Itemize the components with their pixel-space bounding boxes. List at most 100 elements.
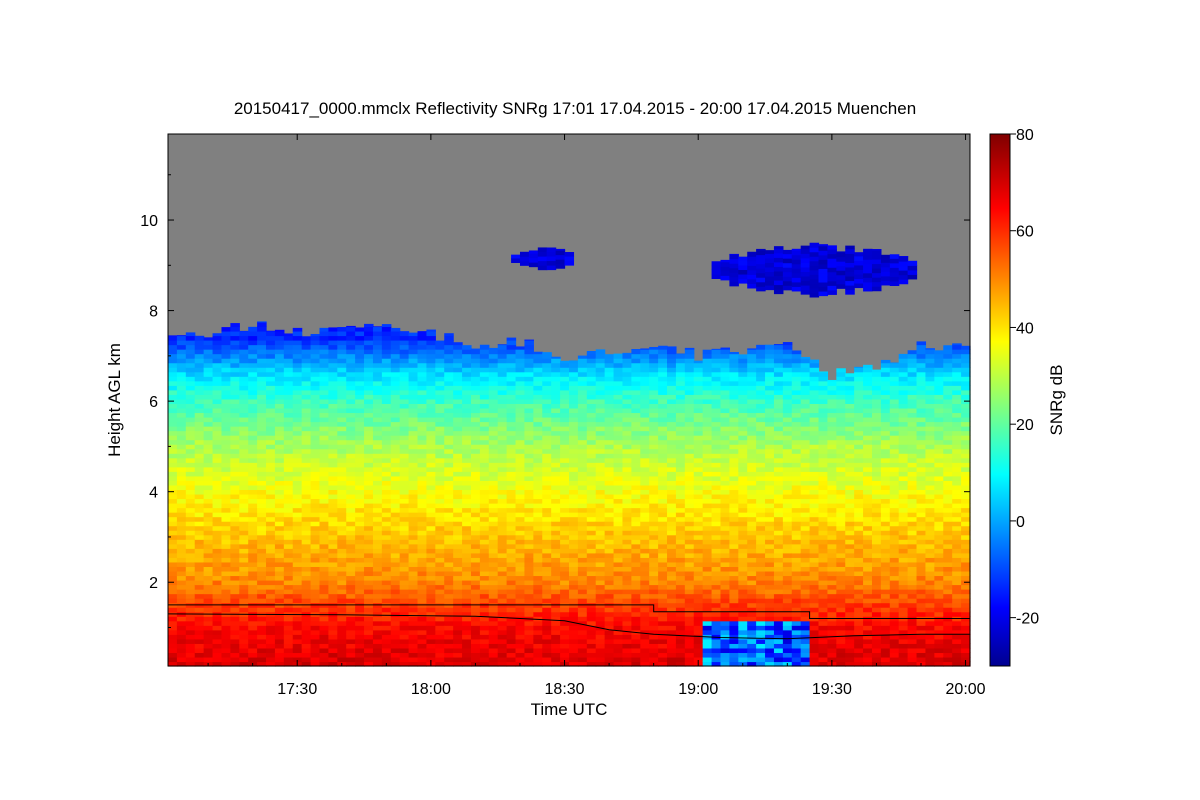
heatmap-cell	[444, 611, 454, 617]
heatmap-cell	[756, 516, 766, 522]
heatmap-cell	[586, 647, 597, 654]
heatmap-cell	[328, 616, 338, 622]
heatmap-cell	[569, 407, 579, 414]
heatmap-cell	[631, 570, 641, 577]
heatmap-cell	[569, 403, 579, 409]
heatmap-cell	[569, 489, 579, 495]
heatmap-cell	[711, 421, 722, 427]
heatmap-cell	[756, 412, 766, 418]
heatmap-cell	[364, 629, 374, 635]
heatmap-cell	[301, 534, 312, 540]
heatmap-cell	[595, 584, 606, 590]
heatmap-cell	[435, 629, 445, 635]
heatmap-cell	[310, 480, 321, 486]
heatmap-cell	[203, 521, 214, 527]
heatmap-cell	[658, 471, 668, 477]
heatmap-cell	[337, 516, 347, 522]
heatmap-cell	[479, 493, 490, 500]
heatmap-cell	[702, 625, 713, 631]
heatmap-cell	[470, 629, 481, 635]
heatmap-cell	[551, 512, 561, 518]
heatmap-cell	[310, 439, 321, 445]
heatmap-cell	[773, 439, 784, 445]
heatmap-cell	[640, 598, 650, 604]
heatmap-cell	[462, 448, 472, 454]
heatmap-cell	[364, 503, 374, 509]
heatmap-cell	[470, 349, 481, 355]
heatmap-cell	[221, 507, 231, 513]
heatmap-cell	[364, 638, 374, 644]
heatmap-cell	[266, 462, 276, 468]
heatmap-cell	[747, 457, 757, 463]
heatmap-cell	[462, 620, 472, 626]
heatmap-cell	[381, 407, 392, 414]
heatmap-cell	[720, 385, 730, 391]
heatmap-cell	[515, 498, 526, 504]
heatmap-cell	[613, 448, 624, 454]
heatmap-cell	[364, 489, 374, 495]
heatmap-cell	[604, 389, 615, 395]
heatmap-cell	[711, 602, 722, 608]
heatmap-cell	[372, 498, 383, 504]
heatmap-cell	[346, 561, 356, 567]
heatmap-cell	[212, 444, 223, 450]
heatmap-cell	[453, 385, 463, 391]
heatmap-cell	[658, 421, 668, 427]
heatmap-cell	[506, 620, 517, 626]
heatmap-cell	[729, 471, 739, 477]
heatmap-cell	[470, 403, 481, 409]
heatmap-cell	[328, 367, 338, 373]
heatmap-cell	[408, 421, 419, 427]
heatmap-cell	[604, 480, 615, 486]
heatmap-cell	[185, 475, 196, 481]
heatmap-cell	[328, 349, 338, 355]
heatmap-cell	[577, 584, 588, 590]
heatmap-cell	[773, 598, 784, 604]
heatmap-cell	[738, 647, 748, 654]
heatmap-cell	[569, 625, 579, 631]
heatmap-cell	[194, 421, 205, 427]
heatmap-cell	[435, 525, 445, 531]
heatmap-cell	[390, 430, 401, 436]
heatmap-cell	[595, 353, 606, 359]
heatmap-cell	[684, 516, 695, 522]
heatmap-cell	[542, 575, 552, 581]
heatmap-cell	[239, 444, 249, 450]
heatmap-cell	[239, 389, 249, 395]
heatmap-cell	[444, 358, 454, 364]
heatmap-cell	[248, 598, 258, 604]
heatmap-cell	[586, 552, 597, 558]
heatmap-cell	[747, 543, 757, 549]
heatmap-cell	[533, 480, 543, 486]
heatmap-cell	[560, 557, 570, 563]
heatmap-cell	[426, 416, 436, 423]
heatmap-cell	[364, 394, 374, 400]
heatmap-cell	[274, 620, 285, 626]
heatmap-cell	[756, 480, 766, 486]
heatmap-cell	[658, 426, 668, 432]
heatmap-cell	[319, 335, 329, 341]
heatmap-cell	[248, 566, 258, 572]
heatmap-cell	[230, 362, 240, 368]
heatmap-cell	[577, 430, 588, 436]
heatmap-cell	[675, 579, 686, 586]
heatmap-cell	[176, 489, 187, 495]
heatmap-cell	[194, 462, 205, 468]
heatmap-cell	[765, 430, 775, 436]
heatmap-cell	[292, 471, 303, 477]
heatmap-cell	[301, 656, 312, 663]
heatmap-cell	[702, 652, 713, 658]
heatmap-cell	[533, 371, 543, 377]
heatmap-cell	[604, 539, 615, 545]
heatmap-cell	[515, 435, 526, 441]
heatmap-cell	[453, 629, 463, 635]
heatmap-cell	[533, 351, 543, 355]
heatmap-cell	[684, 394, 695, 400]
heatmap-cell	[622, 430, 632, 436]
heatmap-cell	[176, 534, 187, 540]
heatmap-cell	[551, 575, 561, 581]
heatmap-cell	[390, 652, 401, 658]
heatmap-cell	[372, 593, 383, 599]
heatmap-cell	[631, 543, 641, 549]
heatmap-cell	[274, 575, 285, 581]
